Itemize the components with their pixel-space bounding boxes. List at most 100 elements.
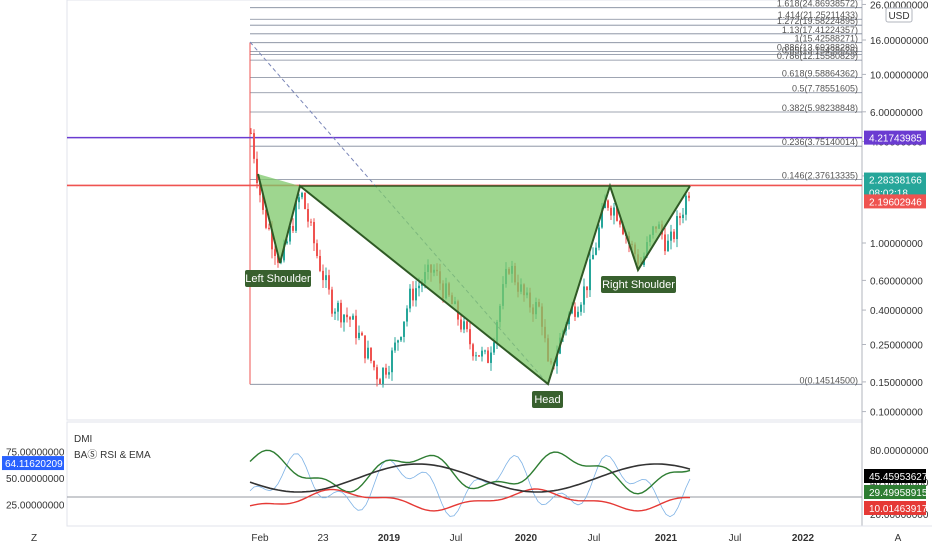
candle-body xyxy=(292,225,294,231)
candle-body xyxy=(577,311,579,317)
time-tick-label: Jul xyxy=(729,533,742,544)
candle-body xyxy=(253,133,255,159)
left-shoulder-label-box xyxy=(245,270,311,287)
candle-body xyxy=(682,214,684,219)
candle-body xyxy=(610,207,612,216)
right-indicator-tag-label: 29.49958915 xyxy=(869,488,928,499)
candle-body xyxy=(619,220,621,225)
candle-body xyxy=(415,288,417,301)
candle-body xyxy=(343,314,345,323)
candle-body xyxy=(331,289,333,314)
right-indicator-tag-label: 45.45953627 xyxy=(869,472,928,483)
candle-body xyxy=(616,207,618,221)
candle-body xyxy=(394,342,396,351)
candle-body xyxy=(256,158,258,183)
purple-price-label: 4.21743985 xyxy=(869,134,922,145)
candle-body xyxy=(346,314,348,318)
price-axis: 26.00000000 16.00000000 10.00000000 6.00000… xyxy=(862,0,929,419)
dmi-plus-line xyxy=(249,449,691,495)
candle-body xyxy=(493,342,495,353)
right-indicator-tick: 40.00000000 xyxy=(870,478,929,489)
left-indicator-tag-label: 64.11620209 xyxy=(5,459,63,470)
candle-body xyxy=(574,306,576,317)
fib-label: 1.13(17.41224357) xyxy=(782,25,858,35)
candle-body xyxy=(283,243,285,261)
left-shoulder-fill xyxy=(258,174,300,263)
candle-body xyxy=(277,255,279,263)
candle-body xyxy=(667,240,669,252)
candle-body xyxy=(379,379,381,384)
candle-body xyxy=(673,231,675,240)
right-shoulder-fill xyxy=(610,186,690,270)
candle-body xyxy=(364,335,366,359)
fib-label: 0.146(2.37613335) xyxy=(782,171,858,181)
candle-body xyxy=(304,192,306,210)
candle-body xyxy=(400,336,402,341)
candle-body xyxy=(403,321,405,337)
currency-badge[interactable] xyxy=(885,7,913,23)
candle-body xyxy=(613,207,615,216)
candle-body xyxy=(370,347,372,361)
price-tick-label: 26.00000000 xyxy=(870,0,929,11)
head-label: Head xyxy=(534,394,560,406)
candle-body xyxy=(484,350,486,352)
candle-body xyxy=(268,227,270,229)
candle-body xyxy=(307,209,309,222)
candle-body xyxy=(262,195,264,210)
candle-body xyxy=(586,286,588,291)
candle-body xyxy=(460,319,462,330)
candle-body xyxy=(319,255,321,271)
right-shoulder-label: Right Shoulder xyxy=(602,279,675,291)
pattern-outline xyxy=(257,173,691,386)
time-tick-label: 2020 xyxy=(515,533,538,544)
right-shoulder-label-box xyxy=(601,276,676,293)
candle-body xyxy=(382,367,384,384)
adx-line xyxy=(249,463,691,493)
candle-body xyxy=(322,270,324,281)
price-tick-label: 0.15000000 xyxy=(870,378,923,389)
right-indicator-tick: 20.00000000 xyxy=(870,510,929,521)
candle-body xyxy=(676,216,678,240)
candle-body xyxy=(409,288,411,309)
candle-body xyxy=(607,200,609,208)
candle-body xyxy=(316,243,318,256)
right-indicator-tag-label: 10.01463917 xyxy=(869,504,928,515)
candle-body xyxy=(469,329,471,345)
candle-body xyxy=(388,372,390,375)
fib-label: 0.5(7.78551605) xyxy=(792,84,858,94)
candle-body xyxy=(313,222,315,244)
price-tick-label: 1.00000000 xyxy=(870,239,923,250)
last-price-label: 2.28338166 xyxy=(869,176,922,187)
candle-body xyxy=(688,195,690,198)
fib-label: 1.272(19.58224895) xyxy=(777,16,858,26)
candle-body xyxy=(337,302,339,312)
candle-body xyxy=(361,332,363,336)
candle-body xyxy=(595,247,597,255)
right-indicator-tick: 80.00000000 xyxy=(870,446,929,457)
fib-label: 1.414(21.25211433) xyxy=(778,10,858,20)
candle-body xyxy=(328,275,330,290)
candle-body xyxy=(589,259,591,291)
a-button[interactable]: A xyxy=(895,533,902,544)
head-label-box xyxy=(532,391,563,408)
z-button[interactable]: Z xyxy=(31,533,37,544)
candle-body xyxy=(349,317,351,320)
right-indicator-tag xyxy=(864,469,926,483)
time-axis: Feb 23 2019 Jul 2020 Jul 2021 Jul 2022 xyxy=(251,533,814,544)
price-tick-label: 0.25000000 xyxy=(870,341,923,352)
candle-body xyxy=(358,332,360,339)
fib-label: 1(15.42588271) xyxy=(794,34,858,44)
candle-body xyxy=(340,302,342,323)
time-tick-label: Jul xyxy=(450,533,463,544)
candle-body xyxy=(478,355,480,357)
head-fill xyxy=(300,186,610,384)
time-tick-label: 2022 xyxy=(792,533,815,544)
purple-price-label-tag xyxy=(864,130,926,145)
candle-body xyxy=(592,254,594,260)
candle-body xyxy=(373,360,375,368)
indicator-title-dmi: DMI xyxy=(74,434,92,445)
candle-body xyxy=(301,192,303,198)
candle-body xyxy=(265,209,267,228)
candle-body xyxy=(286,241,288,244)
